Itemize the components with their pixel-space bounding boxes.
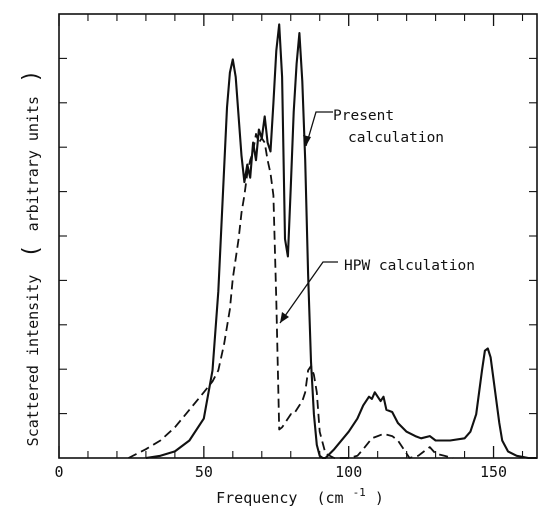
- annotation-present-line2: calculation: [348, 130, 444, 146]
- y-axis-label-unit: arbitrary units: [24, 96, 42, 231]
- annotation-hpw-arrowhead: [280, 312, 289, 323]
- x-axis-label-unit: (cm: [316, 489, 343, 507]
- y-axis-label-close-paren: ): [19, 70, 44, 83]
- series-hpw-line: [128, 132, 454, 459]
- x-tick-label: 50: [195, 463, 213, 481]
- plot-frame: [58, 13, 538, 459]
- plot-layer: [128, 23, 537, 460]
- annotation-present-line1: Present: [333, 108, 394, 124]
- x-tick-label: 0: [54, 463, 63, 481]
- y-axis-label: Scattered intensity ( arbitrary units ): [19, 70, 44, 447]
- y-axis-label-main: Scattered intensity: [24, 275, 42, 447]
- annotation-present-arrowhead: [303, 135, 311, 146]
- annotation-present-leader: [305, 111, 333, 147]
- x-tick-label: 150: [480, 463, 507, 481]
- y-axis-label-open-paren: (: [19, 244, 44, 257]
- x-axis-label-main: Frequency: [216, 489, 297, 507]
- x-axis-label-exponent: -1: [353, 486, 366, 499]
- x-axis-label-close: ): [375, 489, 384, 507]
- x-axis-label: Frequency (cm -1 ): [216, 482, 384, 507]
- y-axis-label-group: Scattered intensity ( arbitrary units ): [19, 70, 44, 447]
- annotation-hpw-leader: [279, 261, 338, 324]
- annotation-hpw: HPW calculation: [344, 258, 475, 274]
- ticks-layer: 0 50 100 150: [54, 13, 538, 481]
- x-tick-label: 100: [335, 463, 362, 481]
- series-present-line: [145, 23, 537, 460]
